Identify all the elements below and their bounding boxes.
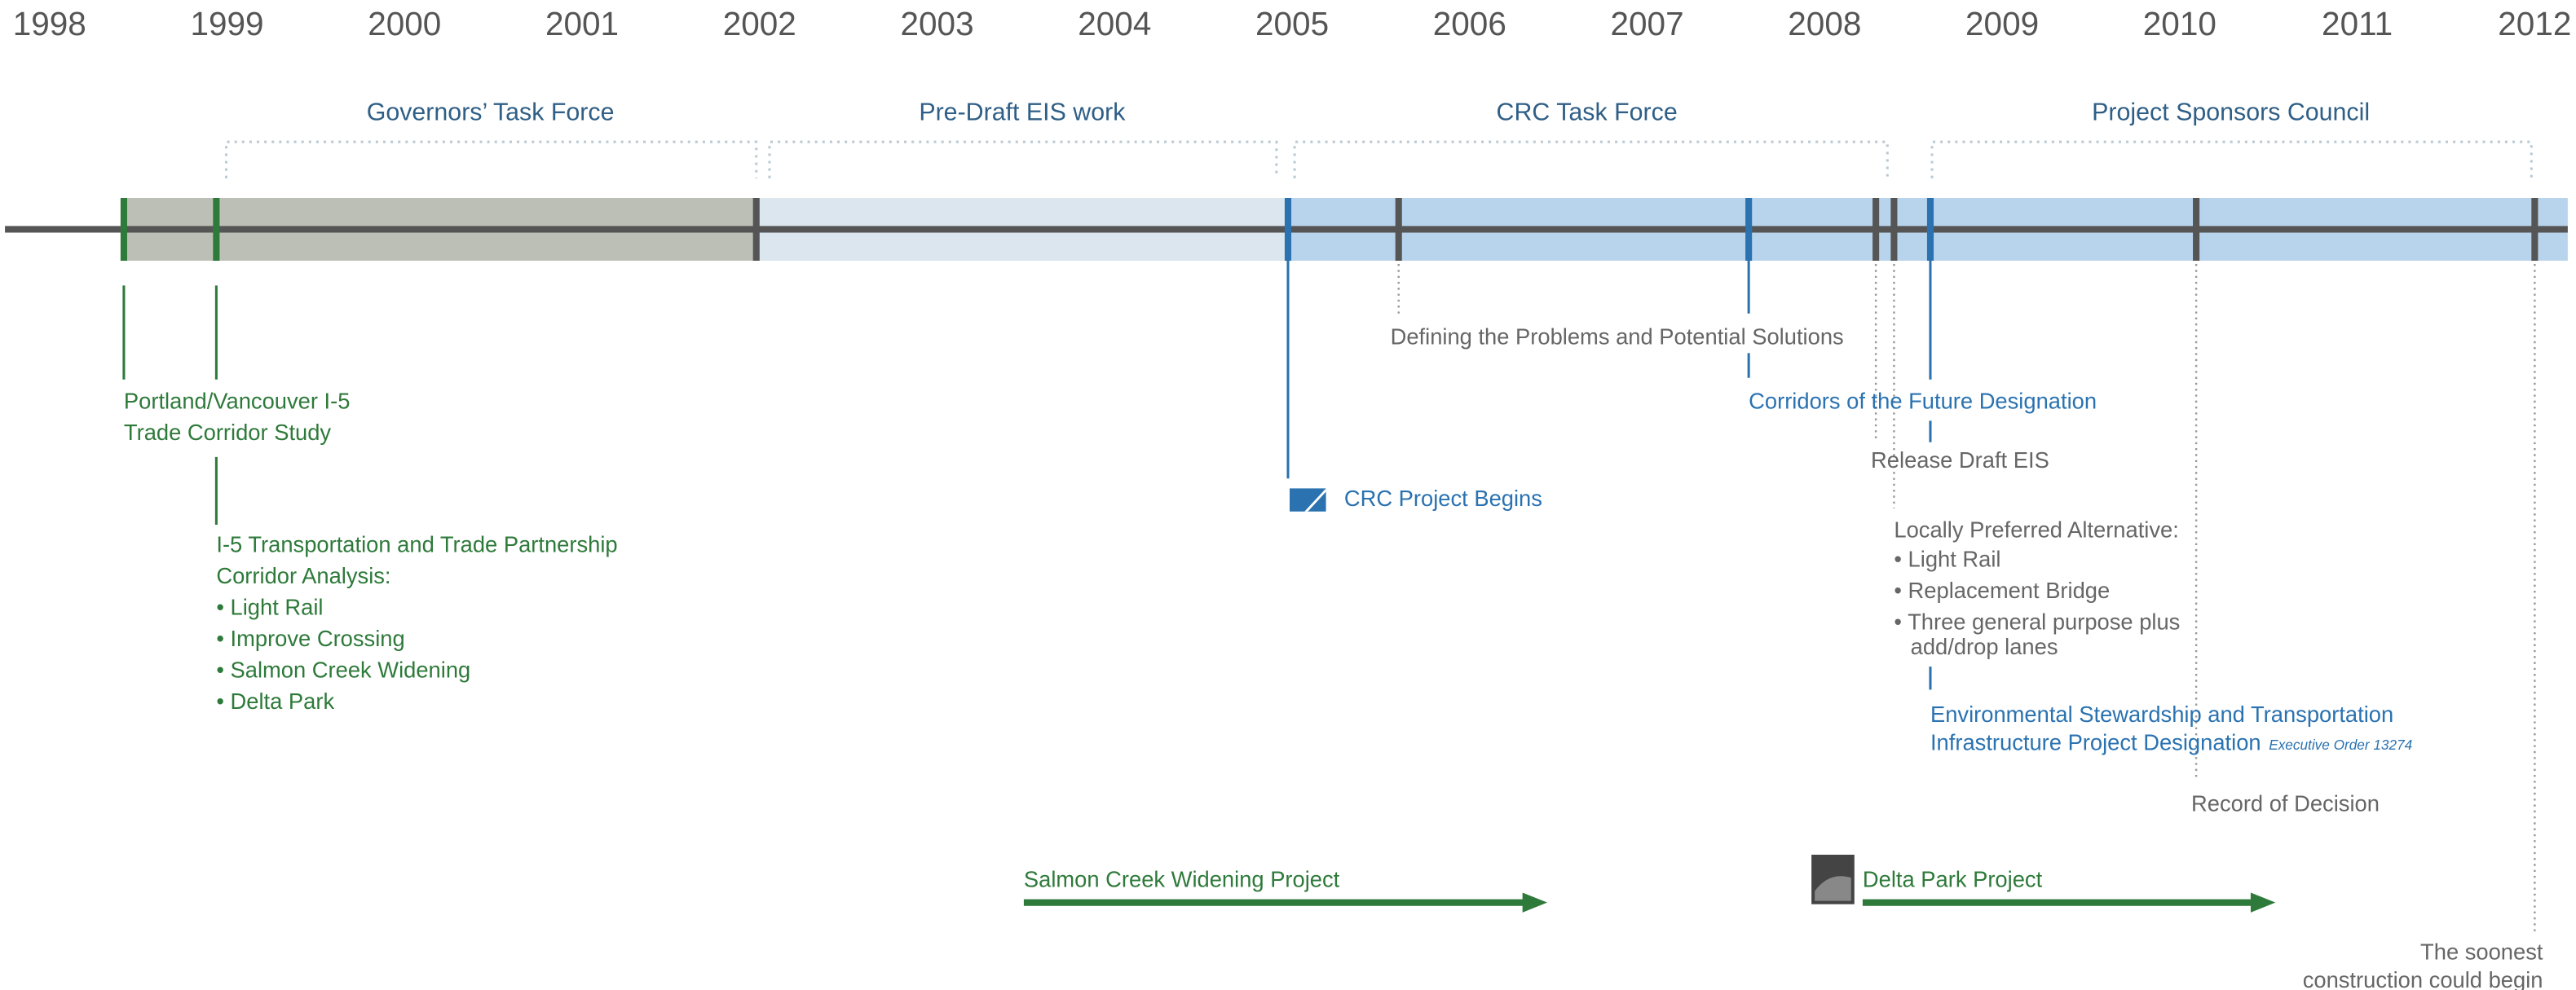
year-label: 2000	[368, 5, 441, 42]
year-label: 1998	[13, 5, 86, 42]
year-labels: 1998 1999 2000 2001 2002 2003 2004 2005 2006 2007…	[13, 5, 2572, 42]
phase-label: Governors’ Task Force	[367, 99, 615, 126]
year-label: 2003	[900, 5, 973, 42]
phase-bracket	[1930, 140, 2533, 178]
event-text: Release Draft EIS	[1871, 447, 2049, 473]
year-label: 2012	[2498, 5, 2571, 42]
year-label: 2011	[2322, 5, 2393, 42]
year-label: 2001	[545, 5, 619, 42]
event-text: The soonest	[2420, 939, 2543, 965]
event-text: Locally Preferred Alternative:	[1894, 517, 2178, 542]
phase-bracket	[224, 140, 758, 178]
event-text: • Light Rail	[1894, 547, 2000, 572]
year-label: 2007	[1611, 5, 1684, 42]
event-text: • Salmon Creek Widening	[216, 657, 470, 682]
phase-label: CRC Task Force	[1497, 99, 1678, 126]
year-label: 2008	[1788, 5, 1861, 42]
event-text: Record of Decision	[2191, 790, 2380, 816]
event-text: Trade Corridor Study	[124, 420, 332, 445]
arrow-head	[1522, 892, 1548, 913]
event-text: • Replacement Bridge	[1894, 578, 2110, 603]
year-label: 2006	[1433, 5, 1506, 42]
project-label: Delta Park Project	[1863, 867, 2043, 892]
event-text: • Improve Crossing	[216, 626, 404, 651]
event-text: Corridors of the Future Designation	[1749, 388, 2097, 413]
crc-logo	[1290, 488, 1326, 512]
event-text: I-5 Transportation and Trade Partnership	[216, 531, 617, 557]
phase-label: Pre-Draft EIS work	[919, 99, 1126, 126]
milestone-ticks	[120, 198, 2539, 261]
event-text: Environmental Stewardship and Transporta…	[1930, 702, 2393, 727]
event-text: Portland/Vancouver I-5	[124, 388, 351, 413]
year-label: 2005	[1255, 5, 1329, 42]
year-label: 1999	[190, 5, 263, 42]
arrow-head	[2250, 892, 2276, 913]
event-text: Infrastructure Project Designation	[1930, 729, 2261, 755]
year-label: 2009	[1965, 5, 2039, 42]
event-text: • Three general purpose plus	[1894, 609, 2180, 635]
phase-label: Project Sponsors Council	[2092, 99, 2370, 126]
year-label: 2004	[1078, 5, 1151, 42]
event-text: Corridor Analysis:	[216, 563, 390, 588]
year-label: 2010	[2143, 5, 2217, 42]
event-text: Defining the Problems and Potential Solu…	[1391, 323, 1844, 349]
event-text: add/drop lanes	[1911, 634, 2058, 659]
event-text: construction could begin	[2303, 967, 2543, 990]
delta-park-photo-detail	[1815, 876, 1851, 901]
event-text: • Light Rail	[216, 594, 323, 619]
phase-bracket	[768, 140, 1278, 178]
event-text: • Delta Park	[216, 689, 334, 714]
event-note: Executive Order 13274	[2269, 737, 2412, 753]
project-label: Salmon Creek Widening Project	[1024, 867, 1340, 892]
phase-bracket	[1293, 140, 1889, 178]
year-label: 2002	[723, 5, 796, 42]
event-text: CRC Project Begins	[1344, 486, 1542, 511]
